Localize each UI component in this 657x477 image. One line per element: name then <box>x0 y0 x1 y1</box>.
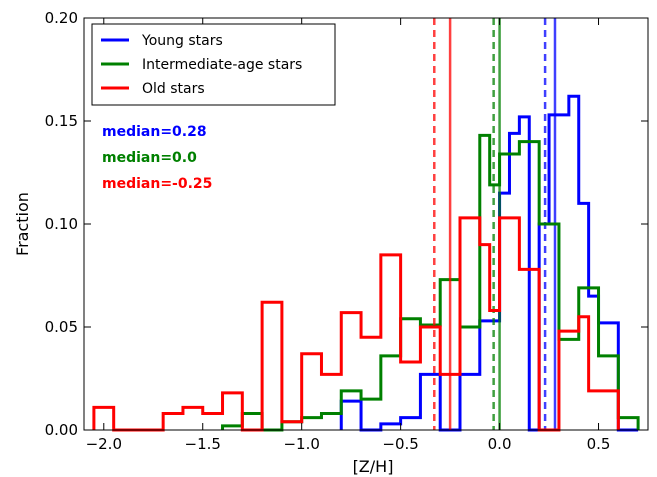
y-tick-label: 0.05 <box>45 318 78 336</box>
x-tick-label: −1.5 <box>185 435 221 453</box>
y-tick-label: 0.00 <box>45 421 78 439</box>
x-axis-label: [Z/H] <box>353 457 394 476</box>
legend-label-1: Intermediate-age stars <box>142 57 302 73</box>
median-annotation-0: median=0.28 <box>102 124 207 140</box>
x-tick-label: −0.5 <box>382 435 418 453</box>
histogram-series-0 <box>339 94 639 432</box>
median-annotation-1: median=0.0 <box>102 150 197 166</box>
x-tick-label: 0.5 <box>587 435 611 453</box>
x-tick-label: 0.0 <box>488 435 512 453</box>
legend-label-0: Young stars <box>141 33 223 49</box>
legend-label-2: Old stars <box>142 81 205 97</box>
median-annotations: median=0.28 median=0.0 median=-0.25 <box>102 124 212 192</box>
y-tick-label: 0.20 <box>45 9 78 27</box>
y-tick-label: 0.15 <box>45 112 78 130</box>
axes: −2.0 −1.5 −1.0 −0.5 0.0 0.5 0.00 0.05 0.10 0.15 0.… <box>45 9 649 453</box>
x-tick-label: −2.0 <box>86 435 122 453</box>
histogram-series-1 <box>221 133 640 432</box>
y-tick-label: 0.10 <box>45 215 78 233</box>
legend: Young stars Intermediate-age stars Old sta… <box>91 23 336 106</box>
y-axis-label: Fraction <box>13 192 32 256</box>
x-tick-label: −1.0 <box>283 435 319 453</box>
legend-box <box>91 23 336 106</box>
median-annotation-2: median=-0.25 <box>102 176 212 192</box>
